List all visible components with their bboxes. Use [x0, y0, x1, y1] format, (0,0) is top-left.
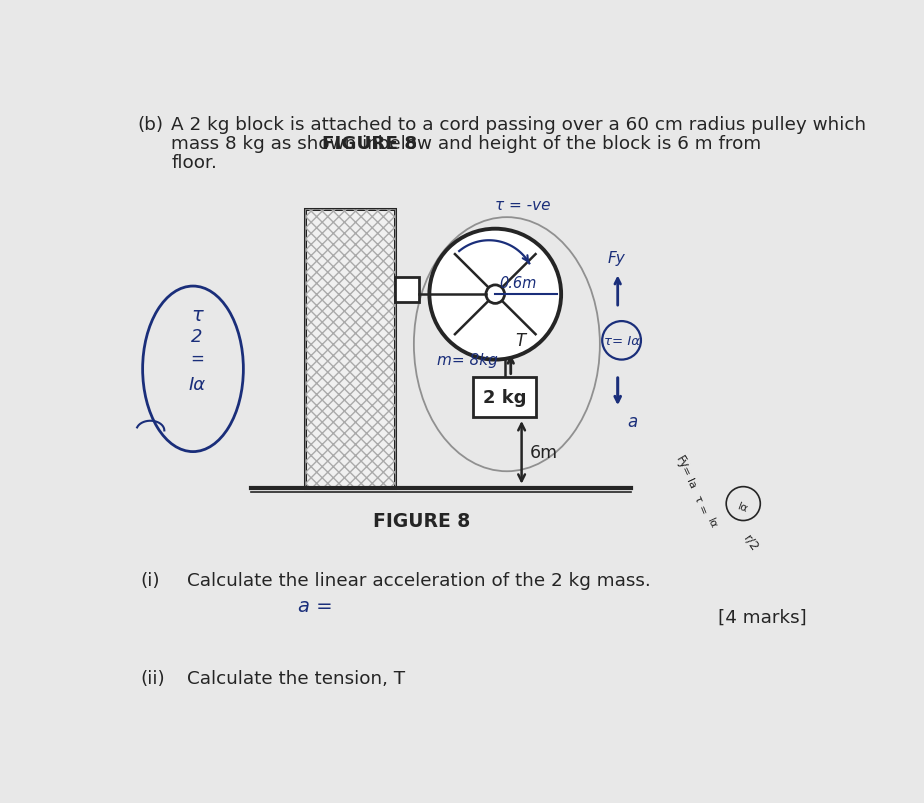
Text: 6m: 6m — [529, 444, 557, 462]
Text: 2 kg: 2 kg — [483, 388, 527, 406]
Text: (i): (i) — [140, 572, 160, 589]
Text: Calculate the tension, T: Calculate the tension, T — [187, 669, 405, 687]
Text: (ii): (ii) — [140, 669, 165, 687]
Text: 0.6m: 0.6m — [499, 275, 537, 290]
Text: = Ia: = Ia — [680, 464, 699, 490]
Text: Iα: Iα — [736, 501, 750, 514]
Bar — [305, 210, 395, 488]
Text: floor.: floor. — [171, 154, 217, 172]
Text: mass 8 kg as shown in: mass 8 kg as shown in — [171, 135, 385, 153]
Text: τ: τ — [191, 306, 202, 325]
Text: a: a — [627, 413, 638, 430]
Text: FIGURE 8: FIGURE 8 — [322, 135, 417, 153]
Text: A 2 kg block is attached to a cord passing over a 60 cm radius pulley which: A 2 kg block is attached to a cord passi… — [171, 116, 867, 133]
Text: m= 8kg: m= 8kg — [437, 353, 498, 368]
Text: FIGURE 8: FIGURE 8 — [373, 512, 470, 531]
Text: Fy: Fy — [673, 453, 690, 471]
Text: τ = -ve: τ = -ve — [494, 198, 550, 213]
Bar — [395, 278, 419, 303]
Text: [4 marks]: [4 marks] — [718, 608, 807, 626]
Text: 2: 2 — [191, 328, 202, 346]
Text: Iα: Iα — [188, 376, 205, 393]
Text: r/2: r/2 — [741, 532, 761, 553]
Text: T: T — [516, 332, 526, 349]
Text: =: = — [190, 349, 204, 368]
Text: (b): (b) — [137, 116, 164, 133]
Text: below and height of the block is 6 m from: below and height of the block is 6 m fro… — [366, 135, 761, 153]
Text: τ= Iα: τ= Iα — [603, 334, 639, 348]
Text: a =: a = — [298, 597, 333, 615]
Text: τ =: τ = — [692, 493, 709, 515]
Text: Fy: Fy — [607, 251, 625, 266]
Circle shape — [486, 286, 505, 304]
Bar — [305, 210, 395, 488]
Text: Calculate the linear acceleration of the 2 kg mass.: Calculate the linear acceleration of the… — [187, 572, 650, 589]
Bar — [473, 377, 536, 417]
Text: Iα: Iα — [705, 516, 719, 530]
Circle shape — [430, 230, 561, 360]
